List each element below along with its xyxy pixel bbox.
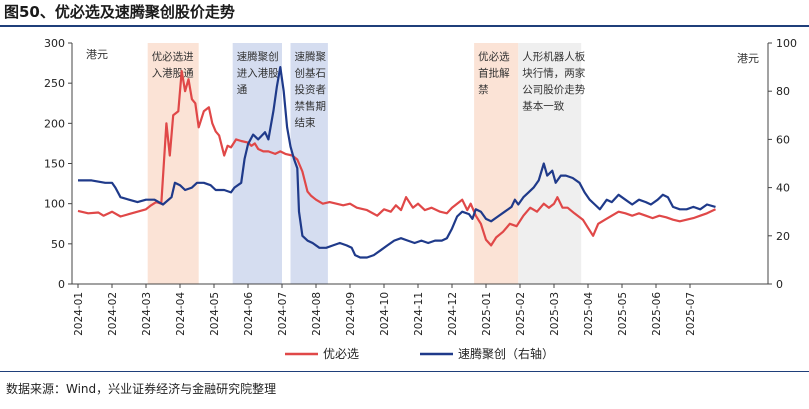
bottom-rule — [0, 371, 809, 372]
y2-tick-label: 0 — [776, 278, 783, 291]
y-tick-label: 100 — [44, 198, 65, 211]
x-tick-label: 2024-03 — [141, 292, 153, 336]
x-tick-label: 2025-07 — [685, 292, 697, 336]
y2-tick-label: 60 — [776, 133, 790, 146]
y-tick-label: 250 — [44, 77, 65, 90]
event-band-label: 投资者 — [295, 83, 327, 96]
legend: 优必选 速腾聚创（右轴） — [285, 346, 554, 361]
x-tick-label: 2024-05 — [209, 292, 221, 336]
event-band-label: 入港股通 — [152, 68, 194, 80]
x-tick-label: 2024-11 — [413, 292, 425, 336]
event-band-label: 人形机器人板 — [522, 50, 585, 63]
x-tick-label: 2024-08 — [311, 292, 323, 336]
x-tick-label: 2025-01 — [481, 292, 493, 336]
y2-tick-label: 100 — [776, 37, 797, 50]
event-band-label: 通 — [237, 84, 248, 96]
y-tick-label: 200 — [44, 117, 65, 130]
series-lines — [77, 66, 716, 259]
event-band-label: 优必选进 — [152, 50, 194, 63]
y-tick-label: 50 — [51, 238, 65, 251]
axes: 0 50 100 150 200 250 300 0 20 40 60 80 100 2024-01 202… — [44, 37, 797, 336]
event-band-label: 结束 — [295, 116, 316, 129]
event-band-label: 禁售期 — [295, 100, 327, 113]
x-tick-label: 2025-06 — [651, 292, 663, 336]
y-tick-label: 150 — [44, 158, 65, 171]
event-band — [518, 43, 582, 284]
x-tick-label: 2025-05 — [617, 292, 629, 336]
event-band — [474, 43, 519, 284]
x-tick-label: 2025-04 — [583, 292, 595, 336]
left-axis-unit: 港元 — [86, 48, 108, 61]
event-band-label: 速腾聚创 — [237, 50, 279, 63]
event-band-label: 禁 — [478, 84, 489, 96]
event-band-label: 优必选 — [478, 50, 510, 63]
y2-tick-label: 20 — [776, 230, 790, 243]
legend-label-ubtech: 优必选 — [323, 347, 359, 361]
stock-price-chart: 优必选进入港股通速腾聚创进入港股通速腾聚创基石投资者禁售期结束优必选首批解禁人形… — [44, 37, 797, 361]
legend-label-robosense: 速腾聚创（右轴） — [458, 346, 554, 361]
event-band-label: 公司股价走势 — [522, 83, 585, 96]
data-source-note: 数据来源：Wind，兴业证券经济与金融研究院整理 — [6, 382, 277, 396]
title-rule — [0, 25, 809, 27]
event-band-label: 速腾聚 — [295, 50, 327, 63]
x-tick-label: 2024-04 — [175, 292, 187, 336]
right-axis-unit: 港元 — [737, 52, 759, 65]
x-tick-label: 2024-02 — [107, 292, 119, 336]
x-tick-label: 2024-01 — [73, 292, 85, 336]
y2-tick-label: 40 — [776, 182, 790, 195]
x-tick-label: 2024-12 — [447, 292, 459, 336]
robosense-price-line — [78, 66, 716, 259]
figure-title: 图50、优必选及速腾聚创股价走势 — [4, 3, 235, 21]
event-band-label: 进入港股 — [237, 68, 279, 80]
x-tick-label: 2024-07 — [277, 292, 289, 336]
x-tick-label: 2024-06 — [243, 292, 255, 336]
event-bands — [147, 43, 582, 284]
event-band-label: 块行情，两家 — [522, 67, 585, 80]
y-tick-label: 300 — [44, 37, 65, 50]
x-tick-label: 2024-10 — [379, 292, 391, 336]
y-tick-label: 0 — [58, 278, 65, 291]
event-band-label: 首批解 — [478, 67, 510, 80]
x-tick-label: 2025-03 — [549, 292, 561, 336]
x-tick-label: 2025-02 — [515, 292, 527, 336]
x-tick-label: 2024-09 — [345, 292, 357, 336]
event-band — [232, 43, 282, 284]
event-band-label: 创基石 — [295, 67, 327, 80]
event-band-label: 基本一致 — [522, 100, 564, 113]
ubtech-price-line — [77, 70, 716, 247]
y2-tick-label: 80 — [776, 85, 790, 98]
